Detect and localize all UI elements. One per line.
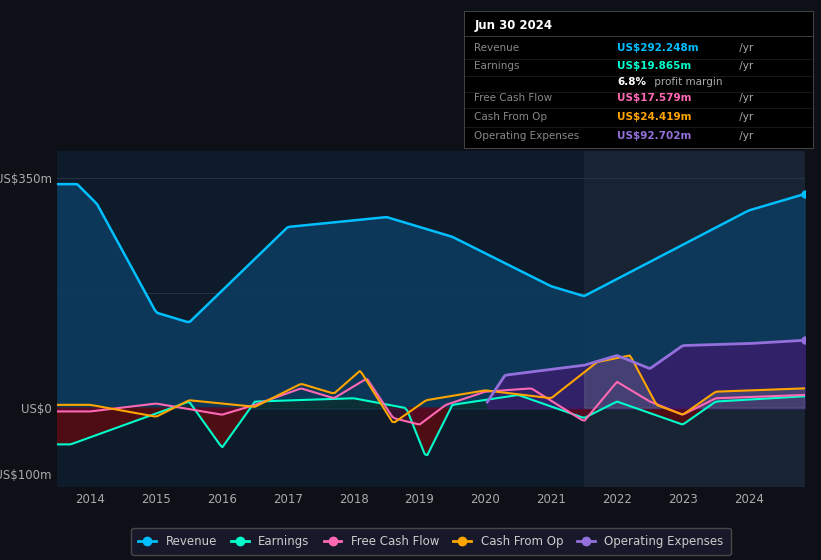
Text: Jun 30 2024: Jun 30 2024 [475,20,553,32]
Text: Earnings: Earnings [475,61,520,71]
Text: 6.8%: 6.8% [617,77,646,87]
Text: Revenue: Revenue [475,43,520,53]
Text: profit margin: profit margin [650,77,722,87]
Text: US$24.419m: US$24.419m [617,112,692,122]
Text: US$17.579m: US$17.579m [617,92,692,102]
Text: US$19.865m: US$19.865m [617,61,691,71]
Bar [584,151,805,487]
Text: US$292.248m: US$292.248m [617,43,699,53]
Text: /yr: /yr [736,112,754,122]
Text: Free Cash Flow: Free Cash Flow [475,92,553,102]
Text: /yr: /yr [736,131,754,141]
Text: Operating Expenses: Operating Expenses [475,131,580,141]
Text: /yr: /yr [736,43,754,53]
Legend: Revenue, Earnings, Free Cash Flow, Cash From Op, Operating Expenses: Revenue, Earnings, Free Cash Flow, Cash … [131,528,731,555]
Text: Cash From Op: Cash From Op [475,112,548,122]
Text: /yr: /yr [736,92,754,102]
Text: US$92.702m: US$92.702m [617,131,692,141]
Text: /yr: /yr [736,61,754,71]
